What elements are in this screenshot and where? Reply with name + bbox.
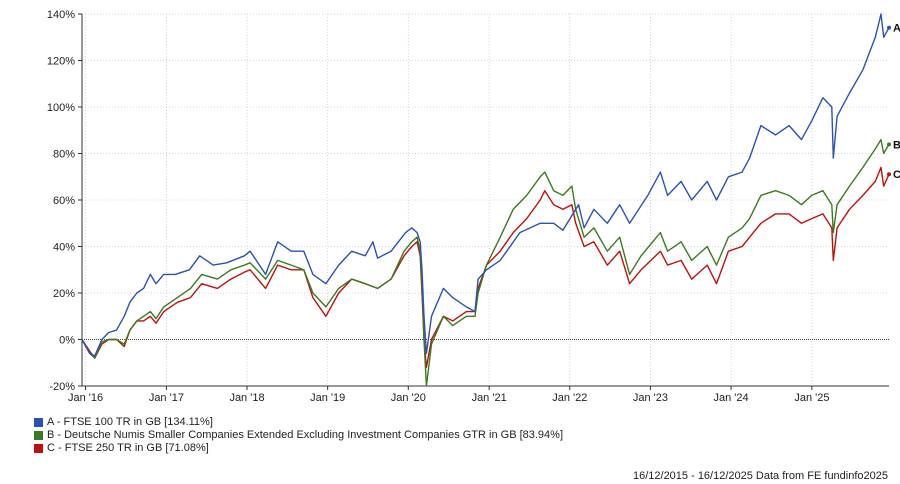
y-tick-label: 60% (53, 195, 75, 207)
x-tick-label: Jan '17 (149, 392, 184, 404)
x-tick-label: Jan '21 (472, 392, 507, 404)
x-tick-label: Jan '16 (68, 392, 103, 404)
y-tick-label: 0% (59, 335, 75, 347)
series-end-label-c: C (893, 169, 900, 181)
legend-label: A - FTSE 100 TR in GB [134.11%] (47, 416, 213, 428)
series-end-label-b: B (893, 139, 900, 151)
y-tick-label: 40% (53, 242, 75, 254)
y-tick-label: 100% (47, 102, 75, 114)
legend-item-c: C - FTSE 250 TR in GB [71.08%] (34, 442, 563, 455)
gridlines (82, 13, 889, 386)
chart-legend: A - FTSE 100 TR in GB [134.11%] B - Deuts… (34, 416, 563, 455)
y-tick-label: 20% (53, 288, 75, 300)
x-tick-label: Jan '19 (310, 392, 345, 404)
series-end-marker-b (887, 142, 891, 147)
tick-labels: 140% 120% 100% 80% 60% 40% 20% 0% -20%Jan '16 Jan… (47, 9, 900, 404)
y-tick-label: 120% (47, 56, 75, 68)
series-line-c (81, 166, 890, 369)
x-tick-label: Jan '24 (713, 392, 748, 404)
y-tick-label: 80% (53, 149, 75, 161)
legend-label: C - FTSE 250 TR in GB [71.08%] (47, 442, 209, 454)
x-tick-label: Jan '18 (229, 392, 264, 404)
x-tick-label: Jan '22 (552, 392, 587, 404)
legend-swatch (34, 431, 43, 440)
x-tick-label: Jan '23 (633, 392, 668, 404)
legend-swatch (34, 418, 43, 427)
series-line-b (81, 138, 890, 387)
series-end-label-a: A (893, 23, 900, 35)
legend-item-a: A - FTSE 100 TR in GB [134.11%] (34, 416, 563, 429)
legend-item-b: B - Deutsche Numis Smaller Companies Ext… (34, 429, 563, 442)
x-tick-label: Jan '25 (794, 392, 829, 404)
series-end-marker-c (887, 172, 891, 177)
y-tick-label: 140% (47, 9, 75, 21)
x-tick-label: Jan '20 (391, 392, 426, 404)
series-end-marker-a (887, 25, 891, 30)
legend-swatch (34, 444, 43, 453)
legend-label: B - Deutsche Numis Smaller Companies Ext… (47, 429, 564, 441)
series-lines (81, 13, 891, 387)
axes (78, 13, 889, 390)
date-range-source-footer: 16/12/2015 - 16/12/2025 Data from FE fun… (632, 470, 888, 482)
line-chart: 140% 120% 100% 80% 60% 40% 20% 0% -20%Jan '16 Jan… (47, 9, 900, 404)
y-tick-label: -20% (49, 381, 75, 393)
series-line-a (81, 13, 890, 357)
